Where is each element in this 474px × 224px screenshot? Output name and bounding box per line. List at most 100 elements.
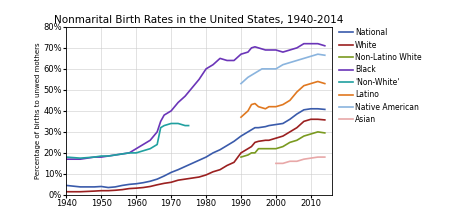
Asian: [322, 156, 328, 158]
White: [175, 179, 181, 181]
Latino: [308, 82, 314, 85]
Native American: [252, 72, 258, 74]
National: [245, 131, 251, 133]
Black: [147, 139, 153, 142]
Non-Latino White: [255, 147, 261, 150]
'Non-White': [105, 155, 111, 157]
Latino: [252, 102, 258, 105]
Line: Black: Black: [66, 44, 325, 159]
Black: [245, 51, 251, 53]
'Non-White': [168, 122, 174, 125]
Native American: [266, 67, 272, 70]
Black: [255, 47, 261, 49]
White: [189, 177, 195, 179]
Native American: [308, 55, 314, 58]
White: [112, 189, 118, 192]
Native American: [287, 61, 293, 64]
National: [105, 186, 111, 189]
Latino: [280, 103, 286, 106]
Black: [196, 78, 202, 81]
Non-Latino White: [294, 139, 300, 142]
Black: [155, 131, 160, 133]
White: [140, 186, 146, 189]
Black: [231, 59, 237, 62]
Non-Latino White: [287, 141, 293, 144]
National: [182, 165, 188, 168]
'Non-White': [147, 147, 153, 150]
White: [263, 139, 268, 142]
White: [133, 187, 139, 190]
White: [105, 189, 111, 192]
Latino: [245, 110, 251, 112]
Black: [175, 101, 181, 104]
National: [315, 108, 321, 110]
'Non-White': [119, 153, 125, 155]
White: [155, 183, 160, 186]
National: [308, 108, 314, 110]
Legend: National, White, Non-Latino White, Black, 'Non-White', Latino, Native American, : National, White, Non-Latino White, Black…: [338, 27, 422, 125]
'Non-White': [155, 143, 160, 146]
Line: 'Non-White': 'Non-White': [66, 123, 189, 158]
Non-Latino White: [238, 156, 244, 158]
'Non-White': [161, 124, 167, 127]
National: [252, 126, 258, 129]
Black: [294, 47, 300, 49]
'Non-White': [175, 122, 181, 125]
White: [161, 182, 167, 185]
National: [203, 156, 209, 158]
Asian: [287, 160, 293, 163]
Asian: [301, 158, 307, 161]
National: [249, 128, 255, 131]
National: [127, 183, 132, 186]
Non-Latino White: [252, 151, 258, 154]
White: [249, 145, 255, 148]
Black: [224, 59, 230, 62]
Native American: [280, 63, 286, 66]
National: [301, 108, 307, 111]
National: [210, 151, 216, 154]
White: [231, 161, 237, 164]
'Non-White': [133, 151, 139, 154]
Native American: [322, 54, 328, 57]
White: [91, 190, 97, 192]
'Non-White': [140, 149, 146, 152]
National: [64, 184, 69, 187]
Black: [133, 147, 139, 150]
White: [245, 147, 251, 150]
National: [155, 178, 160, 181]
Non-Latino White: [322, 131, 328, 134]
'Non-White': [112, 154, 118, 156]
'Non-White': [64, 156, 69, 158]
Non-Latino White: [273, 147, 279, 150]
Native American: [273, 67, 279, 70]
Black: [91, 156, 97, 158]
Black: [249, 47, 255, 49]
White: [294, 126, 300, 129]
National: [112, 185, 118, 188]
White: [273, 137, 279, 140]
National: [175, 168, 181, 171]
Latino: [249, 103, 255, 106]
Asian: [280, 162, 286, 165]
Black: [322, 44, 328, 47]
Latino: [301, 84, 307, 87]
Black: [238, 53, 244, 56]
Native American: [245, 76, 251, 79]
White: [196, 176, 202, 178]
National: [91, 185, 97, 188]
National: [119, 184, 125, 187]
National: [238, 135, 244, 137]
'Non-White': [99, 155, 104, 157]
National: [294, 113, 300, 115]
Black: [217, 57, 223, 60]
Black: [315, 42, 321, 45]
Black: [158, 120, 164, 123]
White: [287, 131, 293, 133]
National: [189, 162, 195, 165]
Line: National: National: [66, 109, 325, 187]
Black: [287, 49, 293, 51]
White: [315, 118, 321, 121]
Black: [266, 49, 272, 51]
White: [301, 120, 307, 123]
'Non-White': [77, 157, 83, 159]
